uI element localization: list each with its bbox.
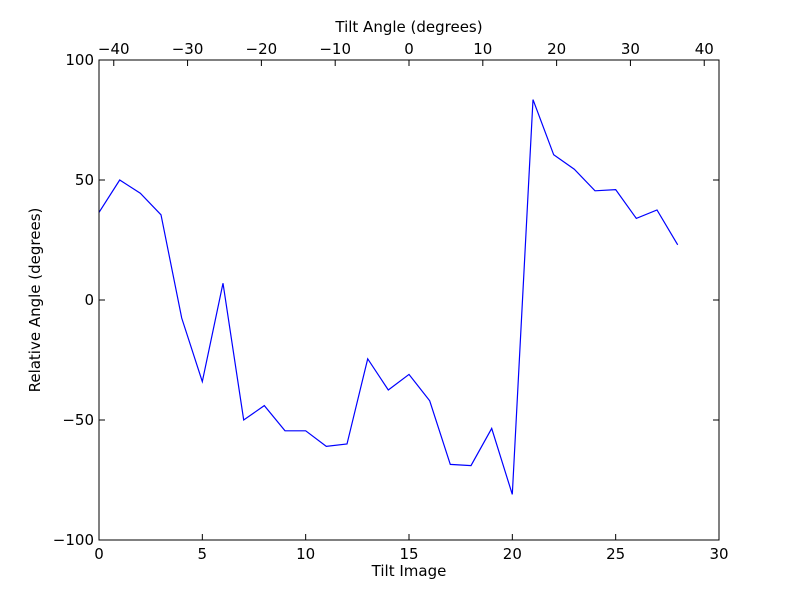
x-tick-label: 25 <box>606 545 625 563</box>
y-tick-label: 50 <box>75 171 94 189</box>
x-axis-title: Tilt Image <box>371 562 447 580</box>
tick-labels-layer: 0 5 10 15 20 25 30−40 −30 −20 −10 0 10 20 30 40−100−50… <box>53 40 729 563</box>
x-tick-label: 20 <box>503 545 522 563</box>
top-x-tick-label: −10 <box>319 40 351 58</box>
x-tick-label: 30 <box>709 545 728 563</box>
top-x-tick-label: 30 <box>621 40 640 58</box>
y-tick-label: 0 <box>84 291 94 309</box>
ticks-layer <box>98 59 720 541</box>
top-x-tick-label: 10 <box>473 40 492 58</box>
top-x-tick-label: 0 <box>404 40 414 58</box>
x-tick-label: 0 <box>94 545 104 563</box>
x-tick-label: 10 <box>296 545 315 563</box>
x-tick-label: 15 <box>399 545 418 563</box>
top-x-tick-label: 20 <box>547 40 566 58</box>
y-tick-label: −100 <box>53 531 94 549</box>
top-x-tick-label: −20 <box>246 40 278 58</box>
series-line <box>98 99 679 495</box>
top-x-tick-label: −40 <box>98 40 130 58</box>
y-tick-label: −50 <box>62 411 94 429</box>
top-x-tick-label: 40 <box>695 40 714 58</box>
top-x-axis-title: Tilt Angle (degrees) <box>334 18 482 36</box>
x-tick-label: 5 <box>198 545 208 563</box>
top-x-tick-label: −30 <box>172 40 204 58</box>
y-tick-label: 100 <box>65 51 94 69</box>
plot-frame <box>98 59 720 541</box>
y-axis-title: Relative Angle (degrees) <box>26 208 44 393</box>
